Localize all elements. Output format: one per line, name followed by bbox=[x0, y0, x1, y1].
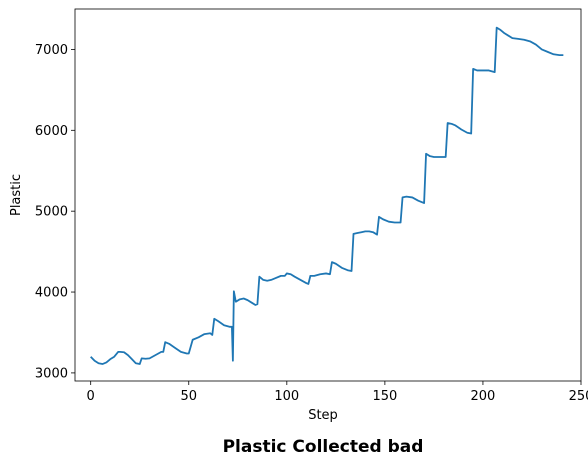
y-tick-label: 6000 bbox=[35, 124, 68, 139]
series-line bbox=[90, 26, 564, 365]
x-axis-label: Step bbox=[308, 408, 338, 423]
y-tick-label: 4000 bbox=[35, 286, 68, 301]
y-tick-label: 3000 bbox=[35, 366, 68, 381]
x-tick-label: 0 bbox=[87, 389, 95, 404]
x-tick-label: 100 bbox=[274, 389, 299, 404]
y-tick-label: 5000 bbox=[35, 205, 68, 220]
x-tick-label: 150 bbox=[372, 389, 397, 404]
x-tick-label: 250 bbox=[569, 389, 588, 404]
y-tick-label: 7000 bbox=[35, 43, 68, 58]
y-axis: 3000 4000 5000 6000 7000 bbox=[35, 43, 75, 381]
y-axis-label: Plastic bbox=[9, 174, 24, 216]
x-axis: 0 50 100 150 200 250 bbox=[87, 381, 588, 404]
chart-title: Plastic Collected bad bbox=[223, 437, 424, 457]
plot-frame bbox=[74, 8, 582, 382]
x-tick-label: 50 bbox=[180, 389, 197, 404]
x-tick-label: 200 bbox=[471, 389, 496, 404]
